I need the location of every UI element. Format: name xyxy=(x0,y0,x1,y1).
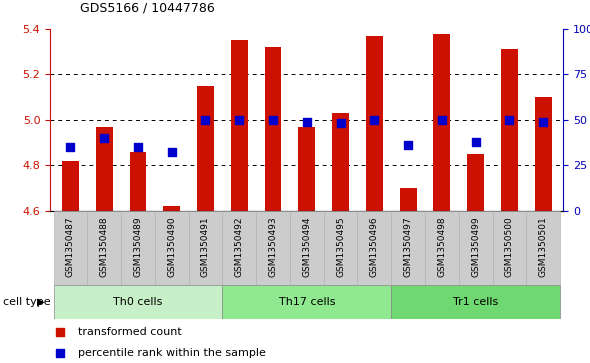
Text: GSM1350497: GSM1350497 xyxy=(404,216,412,277)
Bar xyxy=(399,188,417,211)
Bar xyxy=(264,47,281,211)
Bar xyxy=(231,40,248,211)
Text: GSM1350488: GSM1350488 xyxy=(100,216,109,277)
FancyBboxPatch shape xyxy=(222,285,391,319)
Point xyxy=(404,142,413,148)
Text: GSM1350500: GSM1350500 xyxy=(505,216,514,277)
Point xyxy=(336,121,345,126)
Bar xyxy=(434,34,450,211)
Bar xyxy=(299,127,315,211)
Text: GSM1350493: GSM1350493 xyxy=(268,216,277,277)
Point xyxy=(369,117,379,123)
Text: ▶: ▶ xyxy=(37,297,44,307)
Text: GSM1350487: GSM1350487 xyxy=(66,216,75,277)
Point xyxy=(471,139,480,144)
Text: Tr1 cells: Tr1 cells xyxy=(453,297,499,307)
Text: GSM1350492: GSM1350492 xyxy=(235,216,244,277)
FancyBboxPatch shape xyxy=(290,211,324,285)
FancyBboxPatch shape xyxy=(256,211,290,285)
FancyBboxPatch shape xyxy=(493,211,526,285)
Point xyxy=(268,117,278,123)
Bar xyxy=(62,160,79,211)
FancyBboxPatch shape xyxy=(391,285,560,319)
FancyBboxPatch shape xyxy=(189,211,222,285)
Text: Th0 cells: Th0 cells xyxy=(113,297,163,307)
Text: GDS5166 / 10447786: GDS5166 / 10447786 xyxy=(80,1,214,15)
FancyBboxPatch shape xyxy=(155,211,189,285)
Bar xyxy=(197,86,214,211)
FancyBboxPatch shape xyxy=(54,285,222,319)
Bar xyxy=(130,151,146,211)
Bar xyxy=(332,113,349,211)
Text: GSM1350496: GSM1350496 xyxy=(370,216,379,277)
Point xyxy=(504,117,514,123)
Point xyxy=(55,351,65,356)
Point xyxy=(201,117,210,123)
FancyBboxPatch shape xyxy=(324,211,358,285)
Text: transformed count: transformed count xyxy=(78,327,182,337)
FancyBboxPatch shape xyxy=(459,211,493,285)
Point xyxy=(302,119,312,125)
Point xyxy=(65,144,75,150)
Bar xyxy=(366,36,383,211)
Text: GSM1350491: GSM1350491 xyxy=(201,216,210,277)
Text: cell type: cell type xyxy=(3,297,51,307)
Text: Th17 cells: Th17 cells xyxy=(278,297,335,307)
Point xyxy=(235,117,244,123)
Bar xyxy=(163,206,180,211)
FancyBboxPatch shape xyxy=(87,211,121,285)
Bar xyxy=(535,97,552,211)
Point xyxy=(167,150,176,155)
FancyBboxPatch shape xyxy=(121,211,155,285)
Point xyxy=(133,144,143,150)
FancyBboxPatch shape xyxy=(526,211,560,285)
Text: GSM1350495: GSM1350495 xyxy=(336,216,345,277)
Text: GSM1350494: GSM1350494 xyxy=(302,216,312,277)
FancyBboxPatch shape xyxy=(425,211,459,285)
Point xyxy=(539,119,548,125)
Text: GSM1350501: GSM1350501 xyxy=(539,216,548,277)
Point xyxy=(100,135,109,141)
Text: GSM1350499: GSM1350499 xyxy=(471,216,480,277)
Bar xyxy=(96,127,113,211)
Text: GSM1350498: GSM1350498 xyxy=(437,216,447,277)
Bar xyxy=(467,154,484,211)
Text: percentile rank within the sample: percentile rank within the sample xyxy=(78,348,266,358)
Point xyxy=(55,329,65,335)
Text: GSM1350489: GSM1350489 xyxy=(133,216,142,277)
FancyBboxPatch shape xyxy=(54,211,87,285)
Point xyxy=(437,117,447,123)
Bar xyxy=(501,49,518,211)
FancyBboxPatch shape xyxy=(358,211,391,285)
Text: GSM1350490: GSM1350490 xyxy=(167,216,176,277)
FancyBboxPatch shape xyxy=(222,211,256,285)
FancyBboxPatch shape xyxy=(391,211,425,285)
